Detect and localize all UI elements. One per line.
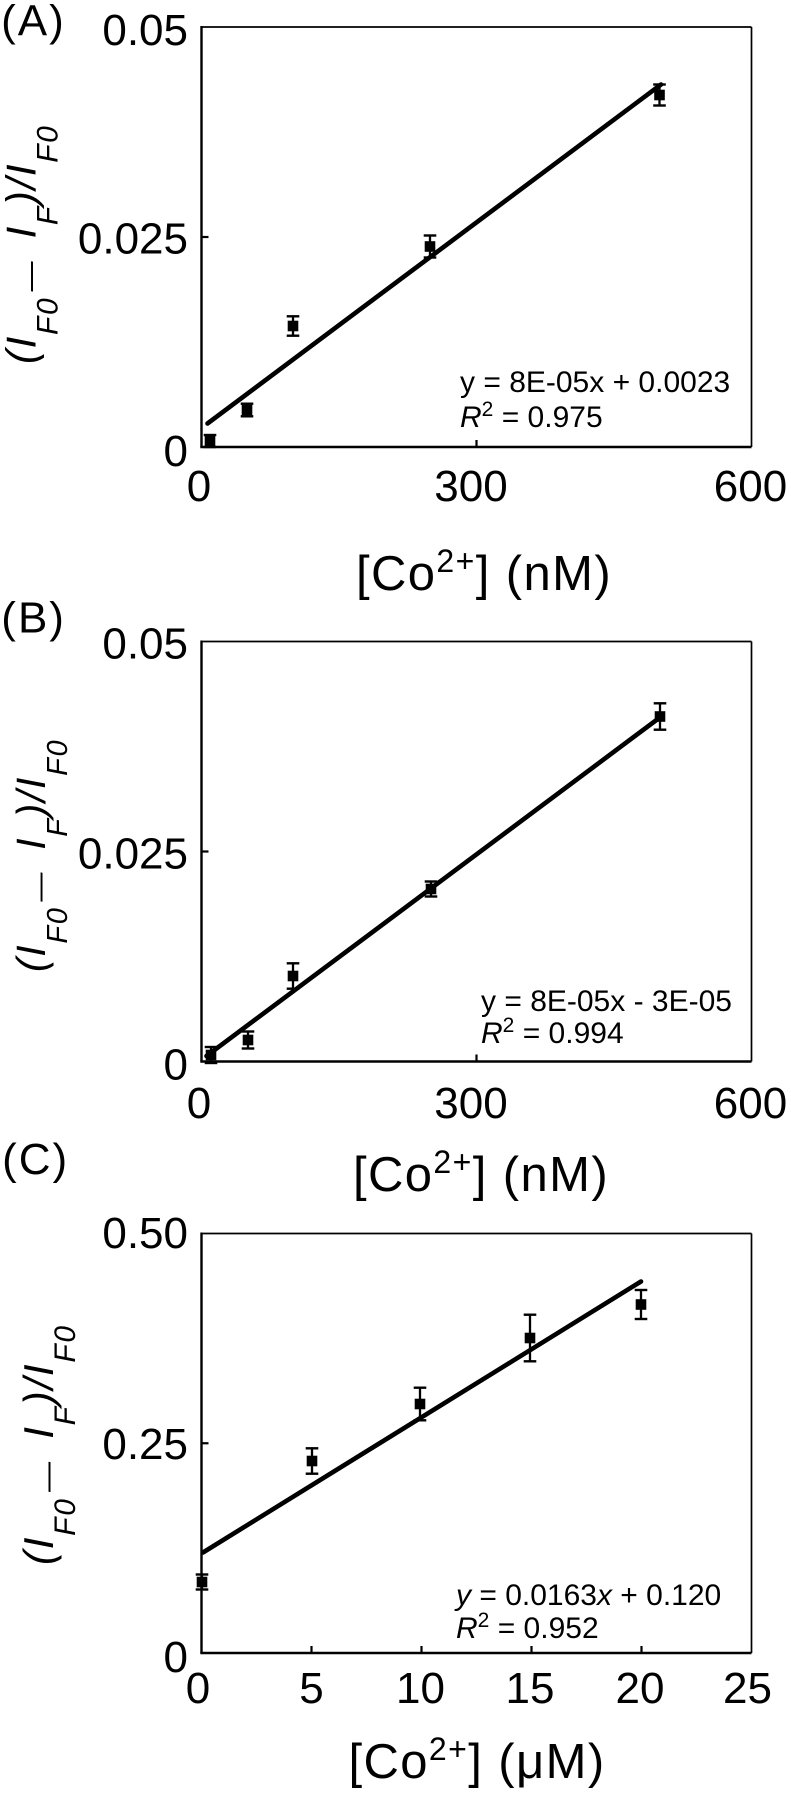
svg-text:0.05: 0.05	[102, 6, 188, 55]
svg-text:0: 0	[164, 1041, 188, 1090]
svg-text:R2 = 0.994: R2 = 0.994	[481, 1014, 624, 1050]
svg-text:[Co2+] (nM): [Co2+] (nM)	[356, 543, 612, 601]
svg-text:10: 10	[396, 1664, 445, 1713]
svg-text:(B): (B)	[1, 594, 66, 643]
svg-text:[Co2+] (nM): [Co2+] (nM)	[353, 1144, 609, 1202]
svg-text:0: 0	[164, 1633, 188, 1682]
svg-text:0: 0	[187, 462, 211, 511]
svg-text:15: 15	[506, 1664, 555, 1713]
svg-text:300: 300	[434, 462, 507, 511]
svg-text:0: 0	[164, 427, 188, 476]
svg-text:0.025: 0.025	[78, 830, 188, 879]
svg-text:600: 600	[714, 462, 787, 511]
svg-text:(A): (A)	[1, 0, 66, 46]
svg-text:y = 8E-05x + 0.0023: y = 8E-05x + 0.0023	[460, 366, 730, 399]
svg-text:[Co2+] (μM): [Co2+] (μM)	[348, 1731, 605, 1789]
svg-text:y = 0.0163x + 0.120: y = 0.0163x + 0.120	[454, 1579, 721, 1612]
svg-text:0.025: 0.025	[78, 215, 188, 264]
svg-text:R2 = 0.952: R2 = 0.952	[456, 1609, 599, 1645]
svg-text:600: 600	[714, 1079, 787, 1128]
svg-text:R2 = 0.975: R2 = 0.975	[460, 398, 603, 434]
svg-text:20: 20	[616, 1664, 665, 1713]
svg-text:0: 0	[186, 1664, 210, 1713]
svg-text:25: 25	[723, 1664, 772, 1713]
svg-text:0.50: 0.50	[102, 1209, 188, 1258]
svg-text:0: 0	[187, 1079, 211, 1128]
svg-text:300: 300	[434, 1079, 507, 1128]
svg-text:0.05: 0.05	[102, 620, 188, 669]
svg-text:0.25: 0.25	[102, 1420, 188, 1469]
svg-text:(C): (C)	[2, 1135, 69, 1184]
svg-text:5: 5	[299, 1664, 323, 1713]
svg-text:y = 8E-05x - 3E-05: y = 8E-05x - 3E-05	[481, 985, 732, 1018]
